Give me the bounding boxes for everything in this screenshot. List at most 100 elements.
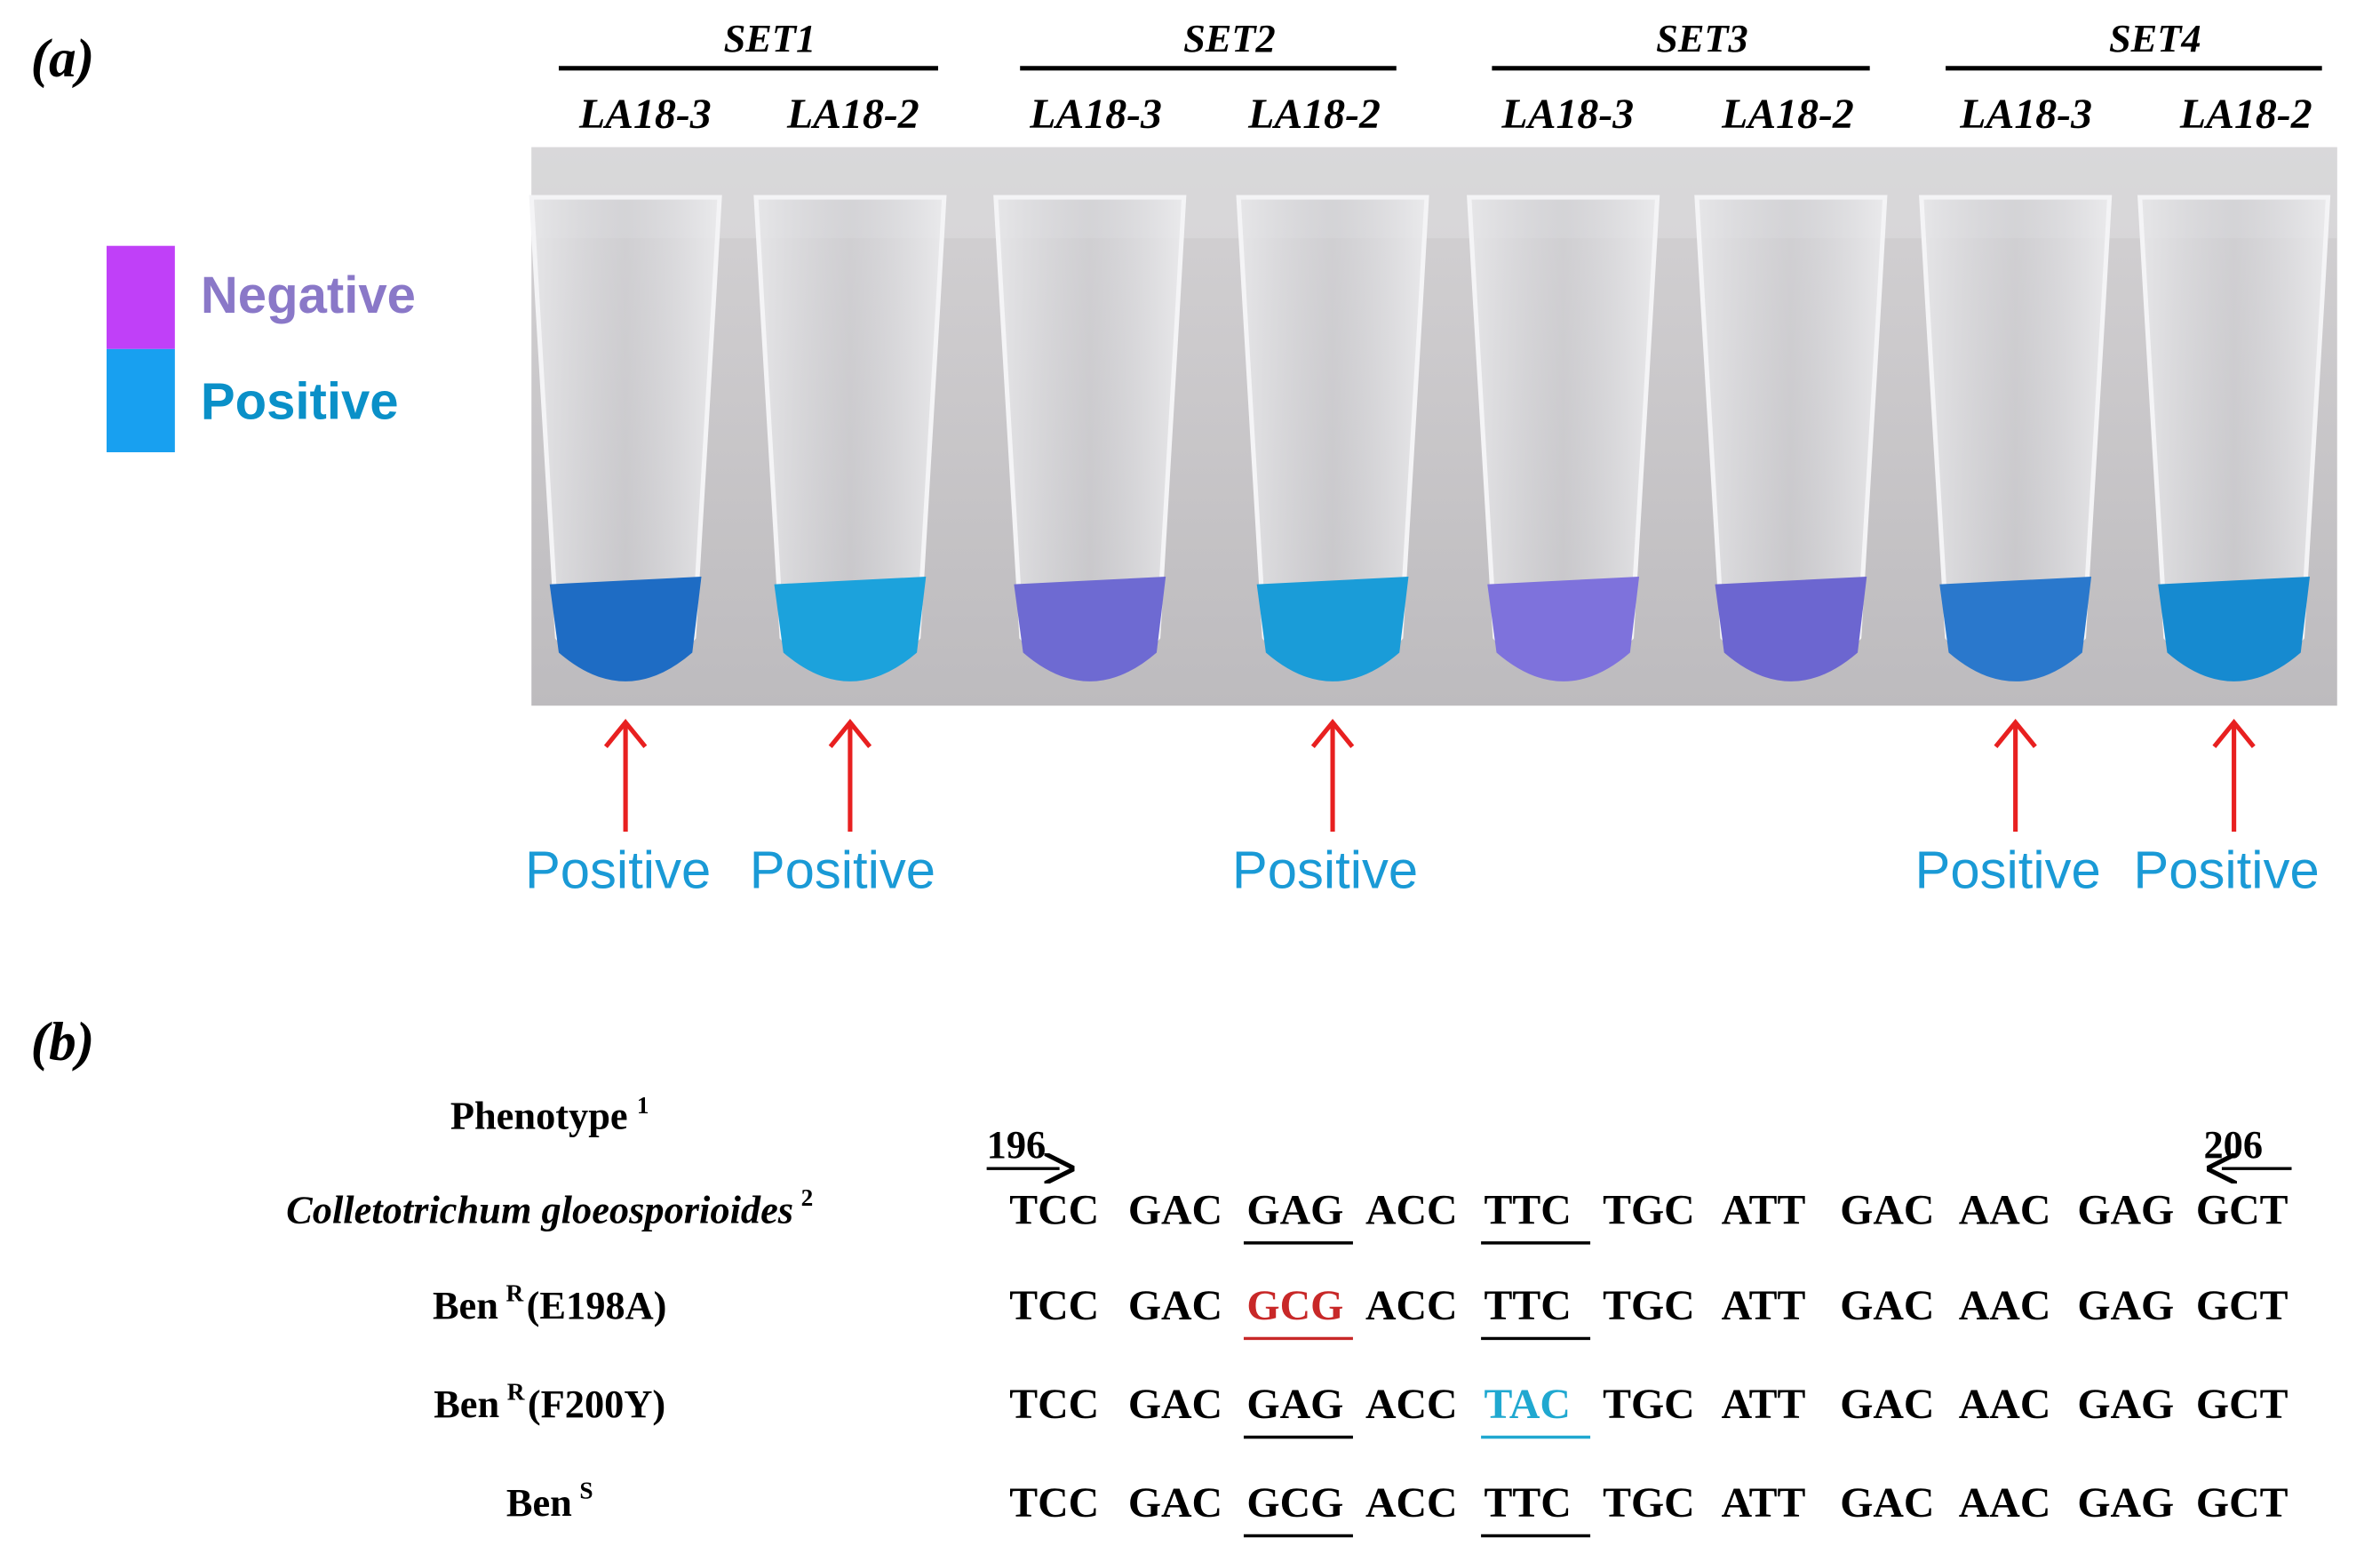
column-header: Phenotype 1 (450, 1092, 649, 1138)
codon: ACC (1365, 1381, 1458, 1428)
codon: GAG (2077, 1381, 2174, 1428)
codon: TTC (1485, 1479, 1572, 1526)
row-name: Ben (506, 1480, 572, 1525)
legend-label: Positive (201, 372, 399, 430)
codon: TCC (1009, 1381, 1099, 1428)
sample-label: LA18-3 (1959, 91, 2092, 138)
codon: AAC (1959, 1282, 2051, 1329)
position-start: 196 (987, 1122, 1047, 1167)
row-name: Colletotrichum gloeosporioides (286, 1188, 793, 1232)
row-suffix: (E198A) (527, 1283, 667, 1327)
tube-liquid (2158, 577, 2311, 681)
header-text: Phenotype (450, 1094, 628, 1138)
row-superscript: R (507, 1379, 525, 1406)
set-label: SET2 (1183, 16, 1276, 60)
tube-liquid (1715, 577, 1867, 681)
row-superscript: R (506, 1280, 524, 1307)
legend-swatch (106, 245, 175, 349)
tube-liquid (1487, 577, 1640, 681)
row-superscript: 2 (801, 1184, 814, 1211)
codon: TGC (1603, 1381, 1695, 1428)
result-arrowhead (2212, 718, 2256, 748)
codon: GAG (2077, 1479, 2174, 1526)
row-label: Ben S (506, 1478, 593, 1525)
codon: TTC (1485, 1282, 1572, 1329)
sample-label: LA18-3 (578, 91, 712, 138)
result-arrowhead (603, 718, 648, 748)
codon: AAC (1959, 1186, 2051, 1233)
sample-label: LA18-3 (1500, 91, 1634, 138)
codon: GAG (1246, 1186, 1343, 1233)
codon: TCC (1009, 1282, 1099, 1329)
codon: AAC (1959, 1381, 2051, 1428)
sample-label: LA18-3 (1029, 91, 1162, 138)
codon: GCG (1246, 1282, 1343, 1329)
tube-liquid (549, 577, 702, 681)
panel-label: (a) (31, 28, 95, 89)
result-label: Positive (2133, 841, 2319, 900)
codon: TCC (1009, 1479, 1099, 1526)
codon: TTC (1485, 1186, 1572, 1233)
row-label: Colletotrichum gloeosporioides 2 (286, 1184, 813, 1231)
codon: ATT (1722, 1186, 1806, 1233)
codon: ACC (1365, 1479, 1458, 1526)
legend-label: Negative (201, 267, 416, 324)
codon: AAC (1959, 1479, 2051, 1526)
codon: GAC (1128, 1282, 1222, 1329)
codon: TAC (1485, 1381, 1571, 1428)
tube-liquid (774, 577, 927, 681)
codon: GCT (2196, 1186, 2288, 1233)
result-arrowhead (828, 718, 872, 748)
row-superscript: S (579, 1478, 593, 1504)
result-label: Positive (1232, 841, 1418, 900)
legend-swatch (106, 348, 175, 452)
result-arrowhead (1994, 718, 2037, 748)
set-label: SET4 (2109, 16, 2201, 60)
codon: TGC (1603, 1479, 1695, 1526)
panel-label: (b) (31, 1012, 95, 1072)
codon: GAC (1128, 1186, 1222, 1233)
codon: GAC (1840, 1186, 1934, 1233)
codon: GCT (2196, 1381, 2288, 1428)
row-label: Ben R (F200Y) (434, 1379, 665, 1426)
row-name: Ben (433, 1283, 498, 1327)
codon: GCT (2196, 1479, 2288, 1526)
codon: GAC (1840, 1381, 1934, 1428)
codon: ACC (1365, 1186, 1458, 1233)
codon: GCG (1246, 1479, 1343, 1526)
result-label: Positive (1914, 841, 2100, 900)
codon: GCT (2196, 1282, 2288, 1329)
sample-label: LA18-2 (1721, 91, 1854, 138)
row-suffix: (F200Y) (528, 1382, 665, 1426)
sample-label: LA18-2 (2179, 91, 2312, 138)
result-arrowhead (1310, 718, 1355, 748)
codon: GAG (2077, 1186, 2174, 1233)
row-name: Ben (434, 1382, 499, 1426)
set-label: SET1 (724, 16, 816, 60)
position-end: 206 (2203, 1122, 2263, 1167)
header-note: 1 (637, 1092, 649, 1119)
sample-label: LA18-2 (786, 91, 919, 138)
codon: ATT (1722, 1479, 1806, 1526)
codon: TGC (1603, 1282, 1695, 1329)
codon: ATT (1722, 1282, 1806, 1329)
tube-liquid (1014, 577, 1166, 681)
tube-liquid (1256, 577, 1409, 681)
codon: GAC (1128, 1479, 1222, 1526)
sample-label: LA18-2 (1247, 91, 1381, 138)
codon: GAC (1840, 1282, 1934, 1329)
codon: ATT (1722, 1381, 1806, 1428)
codon: TCC (1009, 1186, 1099, 1233)
codon: TGC (1603, 1186, 1695, 1233)
tube-liquid (1939, 577, 2092, 681)
set-label: SET3 (1656, 16, 1748, 60)
codon: GAG (1246, 1381, 1343, 1428)
codon: GAG (2077, 1282, 2174, 1329)
result-label: Positive (750, 841, 935, 900)
codon: GAC (1840, 1479, 1934, 1526)
codon: GAC (1128, 1381, 1222, 1428)
result-label: Positive (525, 841, 711, 900)
row-label: Ben R (E198A) (433, 1280, 667, 1327)
codon: ACC (1365, 1282, 1458, 1329)
